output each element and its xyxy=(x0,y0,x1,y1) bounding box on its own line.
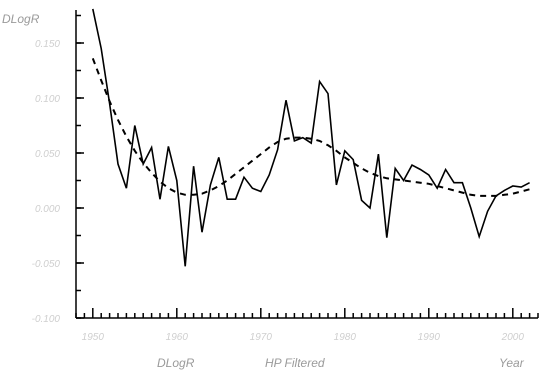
x-axis: 1950 1960 1970 1980 1990 2000 xyxy=(75,308,539,343)
y-tick-label: 0.150 xyxy=(35,39,60,50)
legend-series-1-label: DLogR xyxy=(157,356,195,370)
y-tick-label: 0.000 xyxy=(35,204,60,215)
x-tick-label: 1960 xyxy=(166,332,189,343)
legend: DLogR HP Filtered Year xyxy=(157,356,525,370)
series-layer xyxy=(91,8,530,267)
x-tick-label: 1990 xyxy=(418,332,441,343)
x-tick-label: 1980 xyxy=(334,332,357,343)
x-tick-label: 1970 xyxy=(250,332,273,343)
y-tick-label: 0.100 xyxy=(35,94,60,105)
y-tick-label: -0.050 xyxy=(32,259,61,270)
legend-xlabel: Year xyxy=(499,356,525,370)
x-tick-label: 1950 xyxy=(82,332,105,343)
series-line-1 xyxy=(92,8,530,267)
legend-series-2-label: HP Filtered xyxy=(265,356,325,370)
x-tick-label: 2000 xyxy=(501,332,525,343)
y-tick-label: 0.050 xyxy=(35,149,60,160)
chart-title: DLogR xyxy=(2,12,40,26)
y-axis: -0.100 -0.050 0.000 0.050 0.100 0.150 xyxy=(32,10,84,325)
series-line-2 xyxy=(91,58,530,197)
y-tick-label: -0.100 xyxy=(32,314,61,325)
